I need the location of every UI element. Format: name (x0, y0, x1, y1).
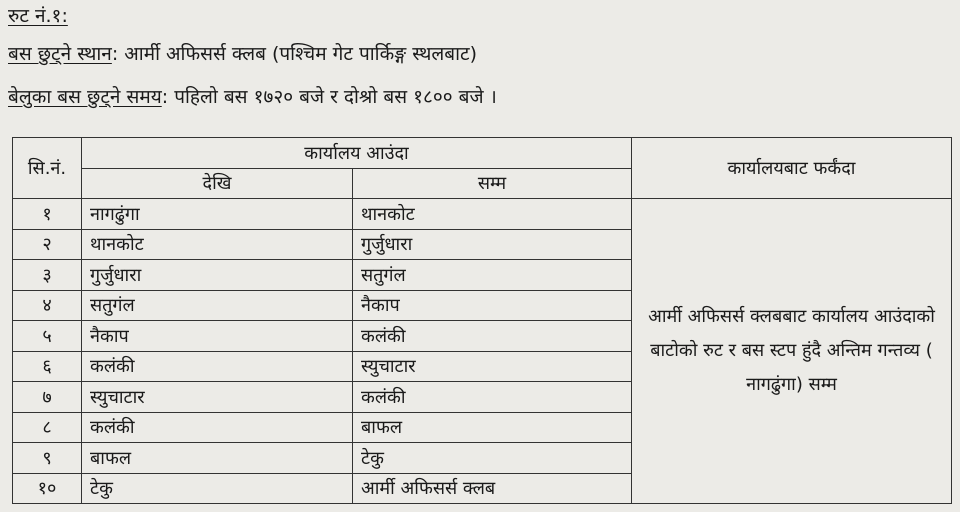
route-table: सि.नं. कार्यालय आउंदा कार्यालयबाट फर्कंद… (12, 137, 952, 504)
header-from: देखि (81, 167, 353, 199)
to-cell: थानकोट (352, 198, 632, 230)
header-sn: सि.नं. (12, 137, 82, 199)
to-cell: सतुगंल (352, 259, 632, 291)
departure-place: बस छुट्ने स्थान: आर्मी अफिसर्स क्लब (पश्… (8, 43, 478, 65)
from-cell: नागढुंगा (81, 198, 353, 230)
sn-cell: ७ (12, 381, 82, 413)
from-cell: कलंकी (81, 350, 353, 382)
table-row: १० टेकु आर्मी अफिसर्स क्लब (12, 472, 952, 504)
return-note: आर्मी अफिसर्स क्लबबाट कार्यालय आउंदाको ब… (631, 198, 952, 504)
departure-time-label: बेलुका बस छुट्ने समय (8, 86, 162, 108)
from-cell: स्युचाटार (81, 381, 353, 413)
sn-cell: ६ (12, 350, 82, 382)
from-cell: कलंकी (81, 411, 353, 443)
table-row: ९ बाफल टेकु (12, 442, 952, 474)
to-cell: बाफल (352, 411, 632, 443)
departure-place-value: आर्मी अफिसर्स क्लब (पश्चिम गेट पार्किङ्ग… (124, 43, 478, 65)
header-to-office: कार्यालय आउंदा (81, 137, 632, 169)
to-cell: गुर्जुधारा (352, 228, 632, 260)
to-cell: कलंकी (352, 381, 632, 413)
header-from-office: कार्यालयबाट फर्कंदा (631, 137, 952, 199)
from-cell: नैकाप (81, 320, 353, 352)
to-cell: आर्मी अफिसर्स क्लब (352, 472, 632, 504)
from-cell: गुर्जुधारा (81, 259, 353, 291)
table-row: ३ गुर्जुधारा सतुगंल (12, 259, 952, 291)
sn-cell: १ (12, 198, 82, 230)
sn-cell: २ (12, 228, 82, 260)
sn-cell: १० (12, 472, 82, 504)
sn-cell: ३ (12, 259, 82, 291)
departure-time: बेलुका बस छुट्ने समय: पहिलो बस १७२० बजे … (8, 86, 497, 108)
route-title: रुट नं.१: (8, 5, 68, 27)
departure-place-label: बस छुट्ने स्थान (8, 43, 112, 65)
table-row: २ थानकोट गुर्जुधारा (12, 228, 952, 260)
to-cell: कलंकी (352, 320, 632, 352)
to-cell: नैकाप (352, 289, 632, 321)
table-row: ६ कलंकी स्युचाटार (12, 350, 952, 382)
from-cell: बाफल (81, 442, 353, 474)
to-cell: स्युचाटार (352, 350, 632, 382)
table-row: १ नागढुंगा थानकोट आर्मी अफिसर्स क्लबबाट कार… (12, 198, 952, 504)
from-cell: थानकोट (81, 228, 353, 260)
sn-cell: ८ (12, 411, 82, 443)
table-row: ८ कलंकी बाफल (12, 411, 952, 443)
sn-cell: ४ (12, 289, 82, 321)
to-cell: टेकु (352, 442, 632, 474)
departure-time-value: पहिलो बस १७२० बजे र दोश्रो बस १८०० बजे । (174, 86, 497, 108)
from-cell: टेकु (81, 472, 353, 504)
from-cell: सतुगंल (81, 289, 353, 321)
table-row: ५ नैकाप कलंकी (12, 320, 952, 352)
sn-cell: ९ (12, 442, 82, 474)
sn-cell: ५ (12, 320, 82, 352)
header-to: सम्म (352, 167, 632, 199)
